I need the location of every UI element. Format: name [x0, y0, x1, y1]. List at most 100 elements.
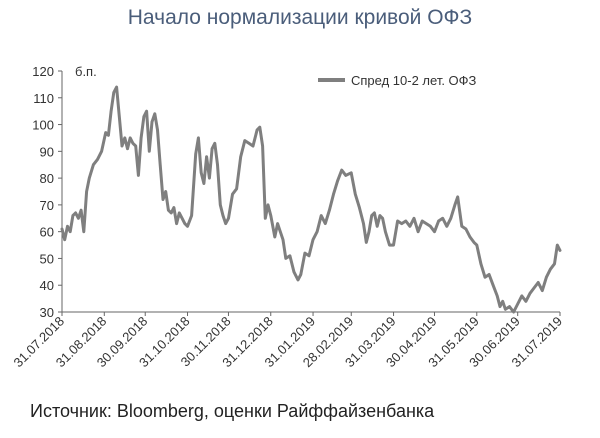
- line-chart: 30 40 50 60 70 80 90 100 110 120 31.07.201831.08.…: [10, 64, 565, 370]
- data-point: [336, 179, 339, 182]
- data-point: [408, 225, 412, 228]
- data-point: [129, 136, 132, 140]
- data-point: [468, 235, 472, 239]
- data-point: [512, 310, 515, 314]
- data-point: [167, 209, 170, 212]
- data-point: [299, 273, 302, 276]
- data-point: [208, 176, 211, 180]
- legend-label: Спред 10-2 лет. ОФЗ: [351, 73, 477, 88]
- data-point: [139, 136, 143, 140]
- data-point: [123, 136, 127, 140]
- data-point: [354, 193, 357, 196]
- data-point: [460, 225, 463, 228]
- data-point: [96, 158, 99, 161]
- data-point: [532, 286, 536, 290]
- y-tick-label: 110: [33, 91, 54, 106]
- y-tick-label: 100: [32, 118, 54, 133]
- data-point: [296, 278, 300, 282]
- data-point: [429, 225, 432, 228]
- data-point: [449, 217, 452, 220]
- data-point: [524, 300, 528, 303]
- data-point: [508, 305, 511, 308]
- data-point: [320, 214, 323, 217]
- data-point: [219, 203, 222, 207]
- chart-series: [60, 85, 562, 314]
- data-point: [350, 171, 353, 174]
- data-point: [425, 222, 428, 225]
- data-point: [180, 217, 184, 220]
- data-point: [115, 85, 118, 89]
- chart-title: Начало нормализации кривой ОФЗ: [127, 6, 473, 29]
- data-point: [172, 206, 176, 209]
- data-point: [112, 91, 116, 94]
- data-point: [381, 217, 384, 220]
- legend: Спред 10-2 лет. ОФЗ: [318, 73, 477, 88]
- data-point: [224, 222, 227, 225]
- data-point: [384, 230, 387, 233]
- data-point: [82, 230, 86, 233]
- data-point: [472, 241, 476, 244]
- data-point: [264, 217, 267, 220]
- data-point: [311, 238, 315, 241]
- data-point: [159, 163, 162, 166]
- data-point: [378, 214, 382, 217]
- data-point: [202, 182, 206, 185]
- data-point: [227, 217, 230, 220]
- series-line: [60, 85, 562, 314]
- data-point: [131, 142, 135, 145]
- data-point: [516, 302, 519, 306]
- data-point: [150, 120, 154, 124]
- data-point: [373, 211, 376, 215]
- data-point: [370, 214, 373, 217]
- data-point: [504, 308, 507, 311]
- data-point: [276, 222, 279, 225]
- data-point: [100, 150, 103, 153]
- data-point: [231, 193, 234, 196]
- data-point: [496, 294, 499, 298]
- data-point: [156, 128, 159, 132]
- data-point: [266, 203, 270, 207]
- data-point: [464, 227, 468, 231]
- data-point: [396, 219, 399, 223]
- data-point: [194, 152, 197, 156]
- x-axis-ticks: 31.07.201831.08.201830.09.201831.10.2018…: [10, 312, 565, 370]
- data-point: [197, 136, 200, 140]
- data-point: [247, 142, 251, 145]
- data-point: [491, 284, 495, 287]
- y-tick-label: 90: [40, 144, 54, 159]
- data-point: [545, 276, 548, 279]
- data-point: [279, 230, 282, 233]
- data-point: [392, 243, 395, 247]
- data-point: [269, 214, 272, 217]
- data-point: [376, 225, 379, 228]
- data-point: [332, 193, 335, 196]
- data-point: [487, 273, 491, 276]
- data-point: [556, 243, 559, 247]
- data-point: [344, 174, 347, 177]
- data-point: [239, 155, 242, 158]
- data-point: [288, 254, 292, 257]
- data-point: [63, 238, 66, 241]
- data-point: [235, 187, 238, 190]
- data-point: [126, 147, 129, 150]
- data-point: [456, 195, 459, 199]
- y-tick-label: 50: [40, 251, 54, 266]
- y-tick-label: 120: [32, 64, 54, 79]
- data-point: [148, 150, 151, 153]
- data-point: [77, 217, 80, 220]
- data-point: [437, 219, 440, 223]
- data-point: [69, 230, 72, 233]
- data-point: [205, 155, 208, 158]
- data-point: [421, 219, 424, 223]
- data-point: [292, 270, 296, 273]
- data-point: [558, 249, 562, 252]
- data-point: [358, 206, 361, 209]
- data-point: [362, 222, 365, 225]
- y-unit-label: б.п.: [75, 64, 97, 79]
- data-point: [412, 217, 416, 220]
- data-point: [553, 262, 556, 265]
- data-point: [255, 128, 259, 132]
- data-point: [549, 268, 552, 271]
- data-point: [175, 222, 178, 225]
- y-tick-label: 30: [40, 305, 54, 320]
